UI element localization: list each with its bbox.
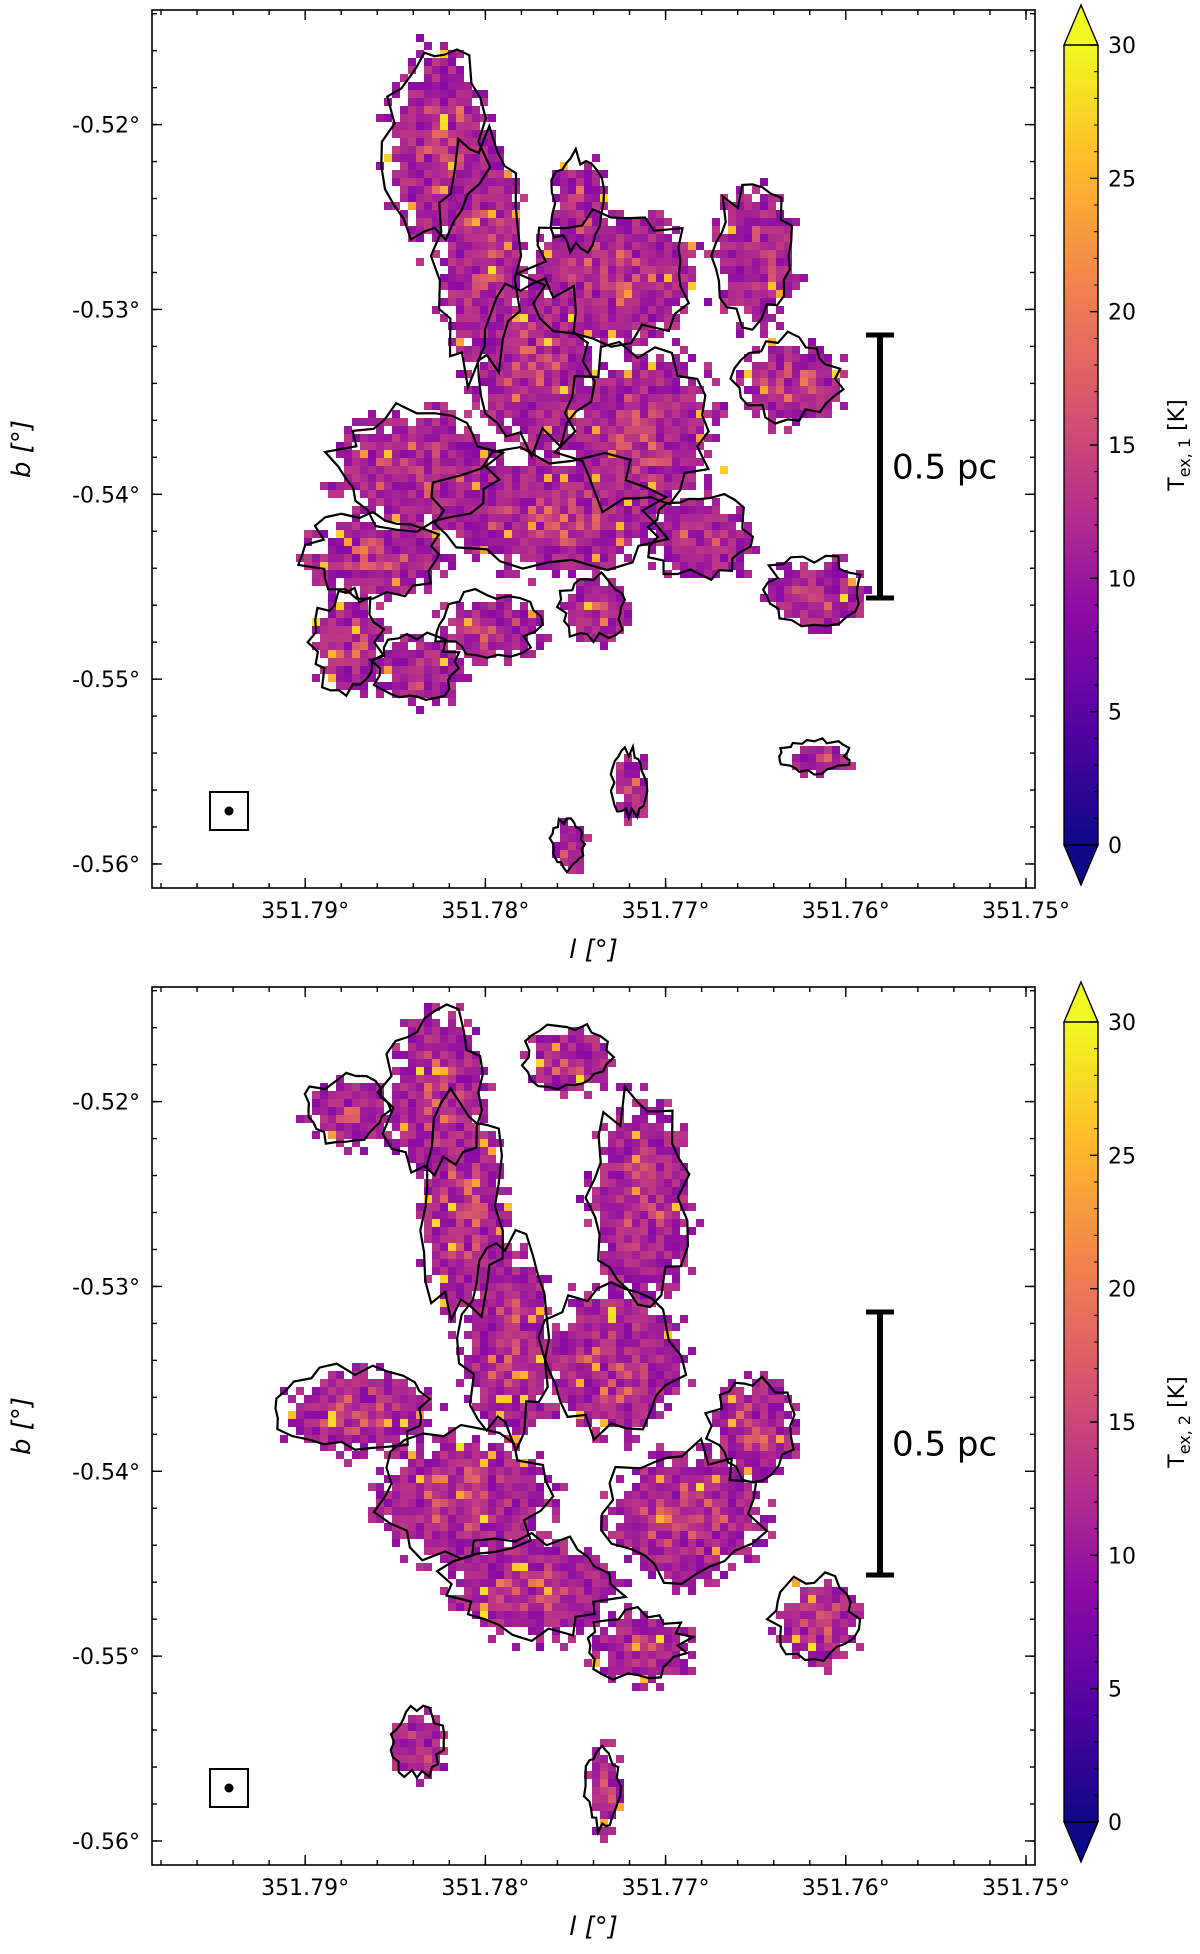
x-tick-label: 351.76° [802,1876,890,1901]
colorbar-tick-label: 25 [1108,1144,1136,1169]
contour-3 [584,1084,691,1309]
colorbar-label: Tex, 2 [K] [1165,1376,1194,1468]
contour-10 [586,1605,697,1681]
contour-14 [389,1704,446,1780]
y-tick-label: -0.53° [72,1275,140,1300]
contour-1 [419,1086,504,1324]
colorbar-tick-label: 5 [1108,1678,1122,1703]
x-tick-label: 351.79° [261,899,349,924]
colorbar-extend-min [1062,844,1100,887]
colorbar-tick-label: 10 [1108,567,1136,592]
beam-dot [224,806,234,816]
contour-11 [765,1571,862,1662]
contour-12 [368,631,461,702]
x-tick-label: 351.75° [982,1876,1070,1901]
y-tick-label: -0.56° [72,1830,140,1855]
contour-9 [710,183,794,331]
x-tick-label: 351.77° [622,899,710,924]
colorbar-tick-label: 0 [1108,834,1122,859]
contour-8 [600,1436,769,1586]
y-tick-label: -0.54° [72,483,140,508]
x-axis-label: l [°] [569,935,618,965]
heatmap-image [296,34,872,874]
colorbar-label: Tex, 1 [K] [1165,399,1194,491]
colorbar-tick-label: 20 [1108,301,1136,326]
beam-dot [224,1783,234,1793]
contour-0 [376,1003,485,1177]
colorbar-tick-label: 5 [1108,701,1122,726]
y-tick-label: -0.53° [72,298,140,323]
contour-4 [537,1280,688,1442]
contour-13 [306,586,386,698]
tick-marks [152,987,1035,1865]
contour-10 [646,492,755,582]
x-tick-label: 351.77° [622,1876,710,1901]
x-axis-label: l [°] [569,1912,618,1942]
chart-svg-2: 351.79° 351.78° 351.77° 351.76° 351.75° -0.52… [7,980,1194,1942]
contour-15 [555,570,627,644]
contour-16 [549,146,606,256]
contour-17 [778,737,851,776]
contour-2 [455,1228,551,1454]
x-tick-label: 351.79° [261,1876,349,1901]
y-tick-label: -0.54° [72,1460,140,1485]
heatmap-image [280,1003,864,1843]
contour-7 [296,510,441,600]
colorbar-extend-min [1062,1821,1100,1864]
contour-19 [548,816,587,875]
contour-6 [372,1423,555,1562]
contour-lines [296,48,862,875]
colorbar-tick-label: 30 [1108,1011,1136,1036]
contour-13 [520,1022,616,1091]
contour-5 [552,340,711,514]
colorbar-extend-max [1062,980,1100,1023]
tick-marks [152,10,1035,888]
colorbar-tick-label: 10 [1108,1544,1136,1569]
beam-box [209,791,249,831]
x-tick-label: 351.78° [441,899,529,924]
x-tick-label: 351.78° [441,1876,529,1901]
y-axis-label: b [°] [7,420,37,478]
contour-14 [434,587,544,659]
chart-panel-tex2: 351.79° 351.78° 351.77° 351.76° 351.75° -0.52… [0,977,1200,1954]
colorbar-tick-label: 25 [1108,167,1136,192]
y-axis-label: b [°] [7,1397,37,1455]
chart-svg-1: 351.79° 351.78° 351.77° 351.76° 351.75° -0.52… [7,3,1194,965]
contour-6 [430,445,670,572]
colorbar-tick-label: 30 [1108,34,1136,59]
colorbar-tick-label: 15 [1108,1411,1136,1436]
colorbar-tick-label: 0 [1108,1811,1122,1836]
y-tick-label: -0.56° [72,853,140,878]
x-tick-label: 351.76° [802,899,890,924]
colorbar-extend-max [1062,3,1100,46]
y-tick-label: -0.52° [72,1091,140,1116]
colorbar-tick-label: 15 [1108,434,1136,459]
contour-4 [514,208,691,348]
contour-5 [274,1362,432,1451]
contour-lines [274,1003,862,1837]
contour-2 [476,277,596,460]
y-tick-label: -0.55° [72,668,140,693]
chart-panel-tex1: 351.79° 351.78° 351.77° 351.76° 351.75° -0.52… [7,3,1194,965]
y-tick-label: -0.55° [72,1645,140,1670]
contour-18 [609,742,649,822]
colorbar-tick-label: 20 [1108,1278,1136,1303]
contour-3 [322,401,506,533]
scalebar-label: 0.5 pc [892,1425,997,1465]
contour-11 [761,554,862,628]
y-tick-label: -0.52° [72,114,140,139]
contour-9 [703,1375,796,1484]
beam-box [209,1768,249,1808]
contour-15 [582,1744,623,1837]
contour-8 [729,330,845,425]
scalebar-label: 0.5 pc [892,448,997,488]
contour-7 [435,1531,629,1643]
contour-12 [303,1071,393,1145]
contour-1 [429,122,523,392]
x-tick-label: 351.75° [982,899,1070,924]
contour-0 [380,48,492,242]
